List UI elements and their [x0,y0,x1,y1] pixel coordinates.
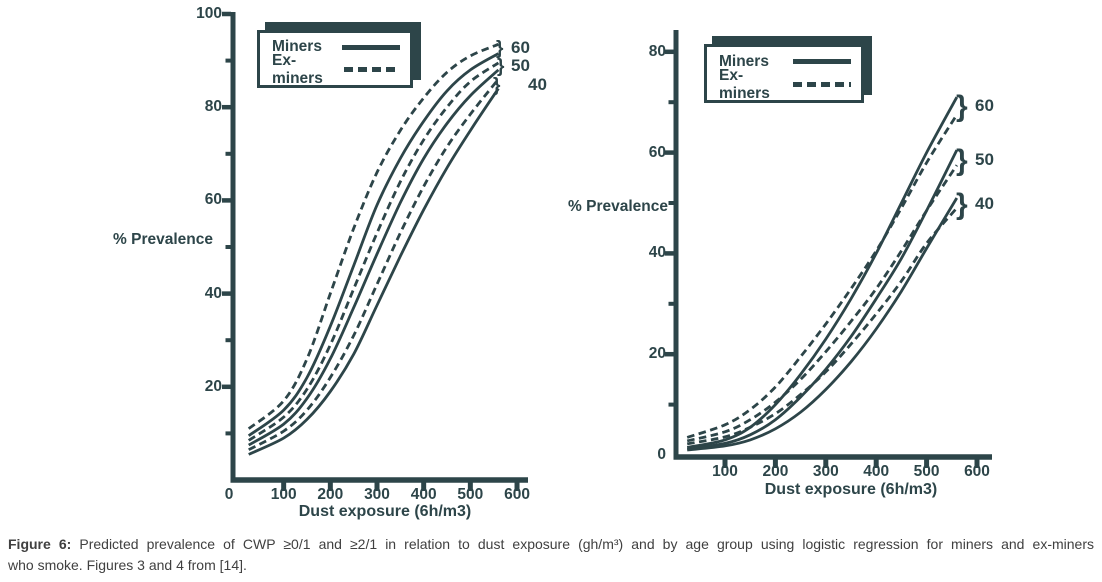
curve-miners-age-50 [686,149,959,451]
caption-line-2: who smoke. Figures 3 and 4 from [14]. [8,555,1094,576]
x-tick-label: 200 [762,463,789,480]
curve-ex-miners-age-60 [247,43,499,430]
y-tick-label: 100 [196,5,222,22]
y-tick-label: 40 [648,244,666,262]
pair-bracket-icon: } [956,188,968,221]
x-tick-label: 200 [317,486,344,503]
legend-row-miners: Miners [719,51,851,73]
x-tick-label: 300 [812,463,839,480]
right-chart-x-axis-title: Dust exposure (6h/m3) [764,481,938,498]
legend-ex-miners-label: Ex-miners [272,51,323,87]
x-tick-label: 600 [504,486,530,503]
x-tick-label: 100 [270,486,297,503]
right-chart-legend-box: Miners Ex-miners [704,44,864,103]
left-chart-legend-box: Miners Ex-miners [257,30,413,88]
pair-bracket-icon: } [493,75,501,96]
left-chart-x-axis-title: Dust exposure (6h/m3) [298,503,472,520]
x-tick-label: 400 [863,463,890,480]
legend-row-miners: Miners [272,36,400,58]
curve-ex-miners-age-60 [686,114,958,439]
dashed-line-sample-icon [344,67,400,73]
curve-ex-miners-age-40 [686,207,958,446]
curve-miners-age-60 [247,52,500,437]
legend-row-ex-miners: Ex-miners [719,67,851,102]
y-tick-label: 60 [648,143,666,161]
right-chart-age-40-label: 40 [975,194,994,213]
y-tick-label: 20 [204,377,222,395]
caption-figure-label: Figure 6: [8,536,72,552]
curve-ex-miners-age-50 [247,61,500,442]
curve-ex-miners-age-50 [686,164,958,443]
caption-text-2: who smoke. Figures 3 and 4 from [14]. [8,557,247,573]
figure-caption: Figure 6: Predicted prevalence of CWP ≥0… [8,534,1094,576]
x-tick-label: 500 [457,486,484,503]
curve-miners-age-60 [686,96,959,449]
y-tick-label: 0 [657,446,666,463]
legend-miners-label: Miners [719,52,769,70]
y-tick-label: 60 [204,191,222,209]
solid-line-sample-icon [342,44,400,50]
right-chart-age-60-label: 60 [975,96,994,115]
right-chart-y-axis-title: % Prevalence [568,198,668,215]
pair-bracket-icon: } [956,90,968,123]
y-tick-label: 20 [648,345,666,363]
caption-line-1: Figure 6: Predicted prevalence of CWP ≥0… [8,534,1094,555]
legend-ex-miners-label: Ex-miners [719,66,770,102]
curve-ex-miners-age-40 [248,78,500,451]
x-tick-label: 0 [224,486,234,503]
right-chart-age-50-label: 50 [975,150,994,169]
x-tick-label: 300 [364,486,390,503]
solid-line-sample-icon [793,59,851,64]
pair-bracket-icon: } [497,56,505,77]
left-chart-age-40-label: 40 [528,75,547,94]
pair-bracket-icon: } [496,38,504,59]
curve-miners-age-40 [248,87,500,456]
pair-bracket-icon: } [956,144,968,177]
left-chart-age-50-label: 50 [511,56,530,75]
curve-miners-age-50 [247,68,500,447]
legend-row-ex-miners: Ex-miners [272,52,400,87]
caption-text-1: Predicted prevalence of CWP ≥0/1 and ≥2/… [79,536,1094,552]
x-tick-label: 600 [964,463,990,480]
left-chart-y-axis-title: % Prevalence [113,231,213,248]
y-tick-label: 80 [204,98,222,116]
x-tick-label: 500 [913,463,940,480]
left-chart-age-60-label: 60 [511,38,530,57]
y-tick-label: 80 [648,42,666,60]
curve-miners-age-40 [687,197,959,452]
legend-miners-label: Miners [272,38,322,56]
y-tick-label: 40 [204,284,222,302]
x-tick-label: 100 [712,463,738,480]
x-tick-label: 400 [410,486,437,503]
dashed-line-sample-icon [793,82,851,87]
